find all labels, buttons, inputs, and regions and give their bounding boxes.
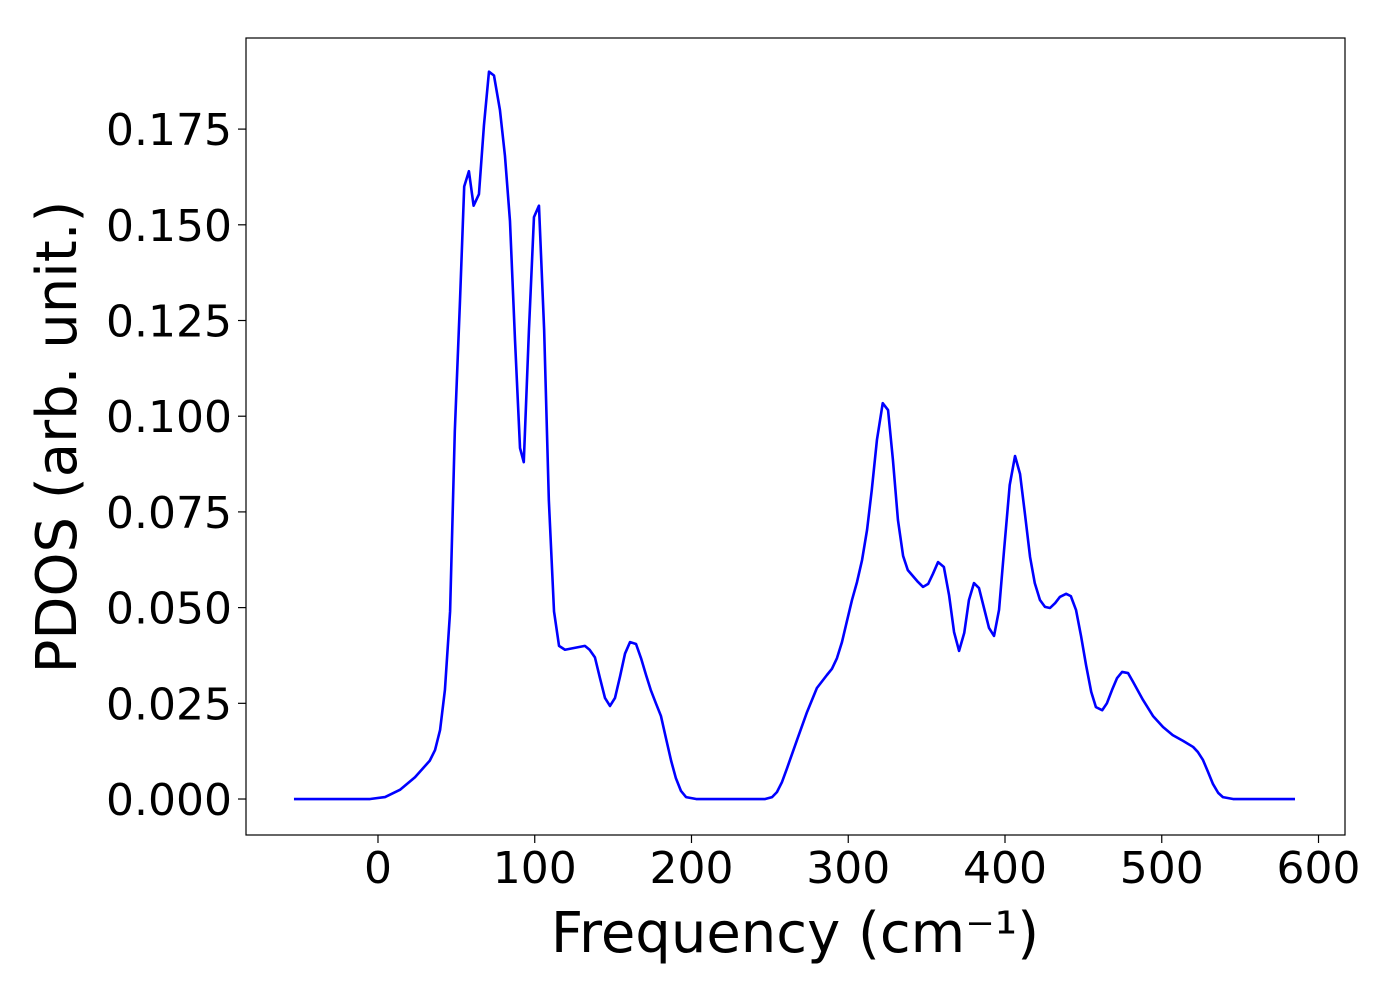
x-tick-label: 400 [963, 843, 1047, 894]
y-tick-label: 0.125 [106, 297, 232, 348]
y-tick-label: 0.000 [106, 775, 232, 826]
y-tick-label: 0.075 [106, 488, 232, 539]
x-tick-label: 100 [493, 843, 577, 894]
y-tick-label: 0.050 [106, 584, 232, 635]
x-tick-label: 0 [364, 843, 392, 894]
x-tick-label: 600 [1277, 843, 1361, 894]
x-tick-label: 200 [650, 843, 734, 894]
y-tick-label: 0.150 [106, 201, 232, 252]
y-axis-label: PDOS (arb. unit.) [25, 201, 90, 674]
x-axis-label: Frequency (cm⁻¹) [551, 901, 1039, 966]
x-tick-label: 300 [806, 843, 890, 894]
data-line [293, 70, 1295, 801]
y-tick-label: 0.025 [106, 679, 232, 730]
y-tick-label: 0.175 [106, 105, 232, 156]
x-tick-label: 500 [1120, 843, 1204, 894]
y-tick-label: 0.100 [106, 392, 232, 443]
plot-frame [245, 37, 1346, 836]
